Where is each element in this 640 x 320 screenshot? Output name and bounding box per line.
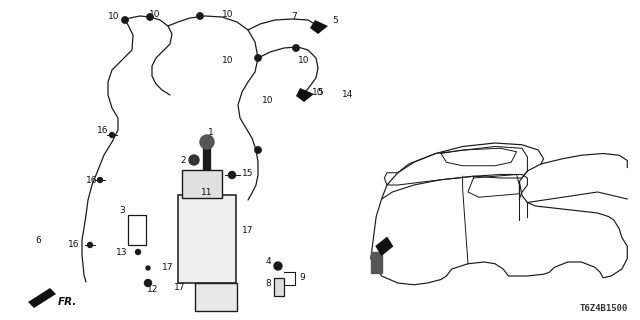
Text: 10: 10 [222,10,234,19]
Text: 17: 17 [163,263,173,273]
FancyBboxPatch shape [178,195,236,283]
Text: 4: 4 [265,258,271,267]
Text: 7: 7 [291,12,297,20]
Text: 6: 6 [35,236,41,244]
Text: 1: 1 [208,127,214,137]
Text: FR.: FR. [58,297,77,307]
Text: 10: 10 [262,95,274,105]
Text: 13: 13 [116,247,128,257]
FancyBboxPatch shape [195,283,237,311]
Circle shape [274,262,282,270]
Circle shape [136,250,141,254]
Circle shape [97,178,102,182]
Circle shape [189,155,199,165]
FancyBboxPatch shape [182,170,222,198]
Circle shape [146,266,150,270]
Text: T6Z4B1500: T6Z4B1500 [580,304,628,313]
Text: 17: 17 [174,284,186,292]
Polygon shape [310,20,328,34]
Text: 16: 16 [68,239,80,249]
Text: 14: 14 [342,90,354,99]
Text: 5: 5 [317,87,323,97]
Polygon shape [28,288,56,308]
Text: 11: 11 [201,188,212,196]
Polygon shape [296,88,314,102]
Text: 2: 2 [180,156,186,164]
Text: 10: 10 [312,87,324,97]
Circle shape [88,243,93,247]
Circle shape [122,17,128,23]
Text: 8: 8 [265,279,271,289]
Circle shape [145,279,152,286]
Polygon shape [371,252,381,273]
FancyBboxPatch shape [128,215,146,245]
Polygon shape [376,237,392,255]
Circle shape [293,45,300,51]
Text: 16: 16 [97,125,109,134]
Text: 10: 10 [149,10,161,19]
Circle shape [255,147,261,153]
Circle shape [200,135,214,149]
Text: 9: 9 [299,274,305,283]
Circle shape [301,91,307,97]
Circle shape [147,14,153,20]
Circle shape [255,55,261,61]
Text: 17: 17 [243,226,253,235]
Text: 10: 10 [298,55,310,65]
Text: 3: 3 [119,205,125,214]
Text: 15: 15 [243,169,253,178]
Text: 10: 10 [108,12,120,20]
FancyBboxPatch shape [274,278,284,296]
Text: 16: 16 [86,175,98,185]
Text: 10: 10 [222,55,234,65]
Circle shape [228,172,236,179]
Circle shape [197,13,204,19]
Circle shape [109,132,115,138]
Text: 12: 12 [147,285,159,294]
Text: 5: 5 [332,15,338,25]
Circle shape [230,173,234,177]
